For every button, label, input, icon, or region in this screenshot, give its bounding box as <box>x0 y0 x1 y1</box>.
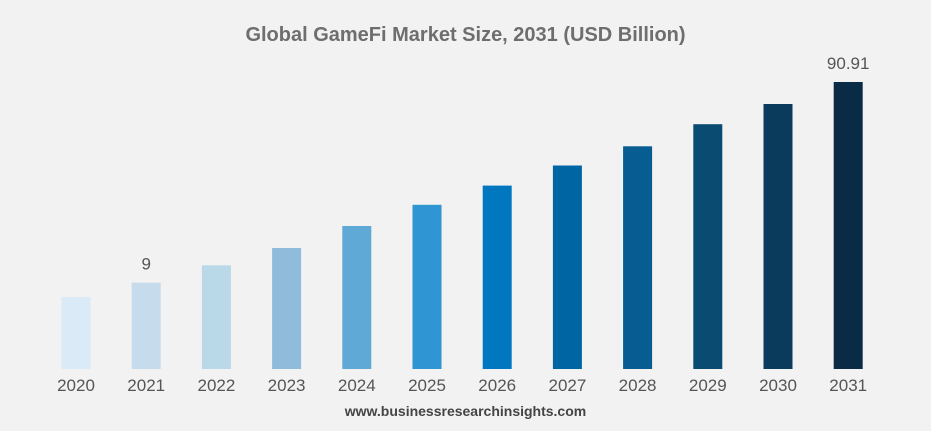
x-tick-label-2027: 2027 <box>548 376 586 395</box>
x-tick-label-2020: 2020 <box>57 376 95 395</box>
x-tick-label-2023: 2023 <box>268 376 306 395</box>
x-tick-label-2026: 2026 <box>478 376 516 395</box>
x-tick-label-2022: 2022 <box>197 376 235 395</box>
bar-2031 <box>833 82 863 369</box>
x-tick-label-2030: 2030 <box>759 376 797 395</box>
bar-2025 <box>412 204 442 369</box>
bar-2030 <box>763 104 793 369</box>
bar-2020 <box>61 297 91 369</box>
bar-2022 <box>201 265 231 369</box>
bar-2021 <box>131 282 161 369</box>
x-tick-label-2021: 2021 <box>127 376 165 395</box>
bar-2027 <box>552 165 582 369</box>
bar-2028 <box>623 146 653 369</box>
source-footer: www.businessresearchinsights.com <box>344 403 587 419</box>
x-tick-label-2029: 2029 <box>689 376 727 395</box>
bar-2026 <box>482 185 512 369</box>
data-label-2031: 90.91 <box>827 54 870 73</box>
x-tick-label-2024: 2024 <box>338 376 376 395</box>
bar-2024 <box>342 226 372 369</box>
bar-2029 <box>693 124 723 369</box>
x-tick-label-2028: 2028 <box>619 376 657 395</box>
bar-2023 <box>272 248 302 369</box>
data-label-2021: 9 <box>141 255 150 274</box>
x-tick-label-2025: 2025 <box>408 376 446 395</box>
chart-title: Global GameFi Market Size, 2031 (USD Bil… <box>245 24 686 46</box>
x-tick-label-2031: 2031 <box>829 376 867 395</box>
